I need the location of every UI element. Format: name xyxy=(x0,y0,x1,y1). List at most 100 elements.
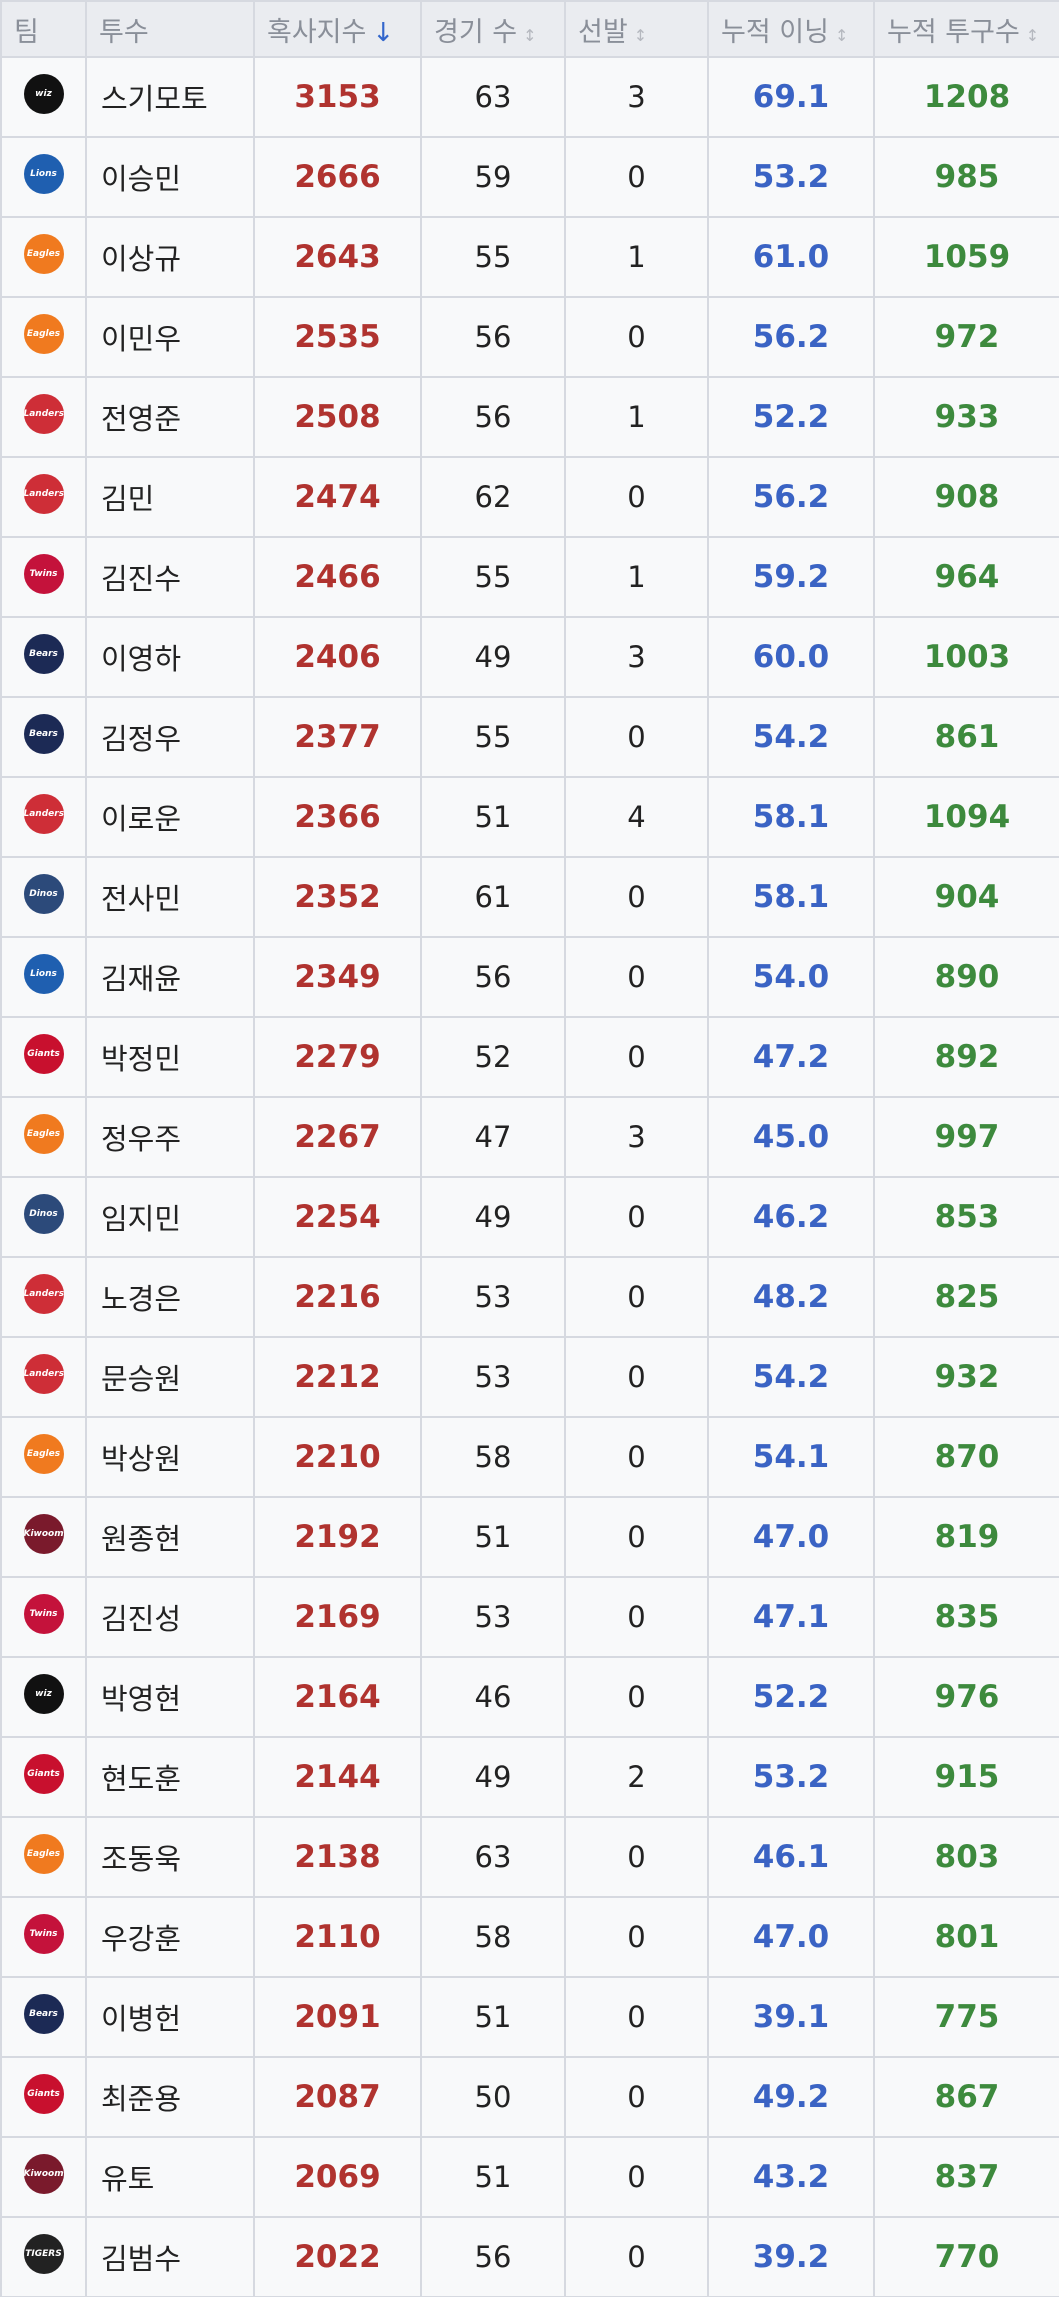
cell: 904 xyxy=(873,856,1059,938)
team-logo: Lions xyxy=(23,153,64,194)
team-logo: Landers xyxy=(23,393,64,434)
cell-text: 55 xyxy=(474,560,512,594)
cell-text: 46.2 xyxy=(752,1199,830,1235)
team-logo: Eagles xyxy=(23,1433,64,1474)
table-row: Landers 김민 2474 62 0 56.2 908 xyxy=(0,456,1059,538)
cell: 58 xyxy=(420,1416,566,1498)
column-header: 팀 xyxy=(0,0,87,58)
cell-text: 51 xyxy=(474,2160,512,2194)
cell: 56 xyxy=(420,296,566,378)
cell: 스기모토 xyxy=(85,56,255,138)
cell: 2254 xyxy=(253,1176,422,1258)
cell-text: 최준용 xyxy=(101,2082,182,2116)
cell-text: 58.1 xyxy=(752,879,830,915)
cell: 56 xyxy=(420,2216,566,2297)
cell: Landers xyxy=(0,456,87,538)
column-header[interactable]: 경기 수 ↕ xyxy=(420,0,566,58)
cell-text: 2377 xyxy=(294,719,381,755)
cell-text: 976 xyxy=(934,1679,1000,1715)
cell: 김정우 xyxy=(85,696,255,778)
table-row: wiz 스기모토 3153 63 3 69.1 1208 xyxy=(0,56,1059,138)
cell: 2349 xyxy=(253,936,422,1018)
cell: Kiwoom xyxy=(0,1496,87,1578)
cell: 0 xyxy=(564,936,709,1018)
cell-text: 2164 xyxy=(294,1679,381,1715)
cell-text: 원종현 xyxy=(101,1522,182,1556)
cell: 867 xyxy=(873,2056,1059,2138)
cell: 2279 xyxy=(253,1016,422,1098)
team-logo: TIGERS xyxy=(23,2233,64,2274)
sort-icon: ↕ xyxy=(523,25,537,45)
cell: 이영하 xyxy=(85,616,255,698)
column-header[interactable]: 누적 이닝 ↕ xyxy=(707,0,875,58)
cell-text: 현도훈 xyxy=(101,1762,182,1796)
table-row: Eagles 조동욱 2138 63 0 46.1 803 xyxy=(0,1816,1059,1898)
cell-text: 55 xyxy=(474,720,512,754)
cell-text: 2666 xyxy=(294,159,381,195)
cell: 2377 xyxy=(253,696,422,778)
column-header[interactable]: 선발 ↕ xyxy=(564,0,709,58)
team-logo: Eagles xyxy=(23,233,64,274)
cell-text: 837 xyxy=(934,2159,1000,2195)
cell: 48.2 xyxy=(707,1256,875,1338)
cell-text: 이로운 xyxy=(101,802,182,836)
table-row: Landers 전영준 2508 56 1 52.2 933 xyxy=(0,376,1059,458)
cell: 55 xyxy=(420,696,566,778)
cell: 2069 xyxy=(253,2136,422,2218)
cell: 2212 xyxy=(253,1336,422,1418)
cell-text: 0 xyxy=(627,1040,646,1074)
cell: 892 xyxy=(873,1016,1059,1098)
column-header[interactable]: 혹사지수 ↓ xyxy=(253,0,422,58)
cell: 47.1 xyxy=(707,1576,875,1658)
cell: 2087 xyxy=(253,2056,422,2138)
cell: 1003 xyxy=(873,616,1059,698)
cell-text: 김범수 xyxy=(101,2242,182,2276)
cell: 52.2 xyxy=(707,1656,875,1738)
cell: Lions xyxy=(0,136,87,218)
cell-text: 835 xyxy=(934,1599,1000,1635)
cell-text: 904 xyxy=(934,879,1000,915)
cell-text: 0 xyxy=(627,960,646,994)
cell: 현도훈 xyxy=(85,1736,255,1818)
cell: 0 xyxy=(564,1416,709,1498)
team-logo: wiz xyxy=(23,73,64,114)
cell-text: 0 xyxy=(627,1680,646,1714)
team-logo: Giants xyxy=(23,1753,64,1794)
cell: 69.1 xyxy=(707,56,875,138)
team-logo: Dinos xyxy=(23,1193,64,1234)
header-label: 선발 xyxy=(578,16,628,48)
cell: 2210 xyxy=(253,1416,422,1498)
cell: 835 xyxy=(873,1576,1059,1658)
cell: 56.2 xyxy=(707,296,875,378)
cell-text: 870 xyxy=(934,1439,1000,1475)
cell-text: 972 xyxy=(934,319,1000,355)
table-row: Dinos 임지민 2254 49 0 46.2 853 xyxy=(0,1176,1059,1258)
cell: 932 xyxy=(873,1336,1059,1418)
cell-text: 김민 xyxy=(101,482,155,516)
cell: 2535 xyxy=(253,296,422,378)
cell: 58.1 xyxy=(707,856,875,938)
cell-text: 우강훈 xyxy=(101,1922,182,1956)
cell: 임지민 xyxy=(85,1176,255,1258)
cell: 박영현 xyxy=(85,1656,255,1738)
cell: 51 xyxy=(420,776,566,858)
cell: 2474 xyxy=(253,456,422,538)
table-row: Lions 김재윤 2349 56 0 54.0 890 xyxy=(0,936,1059,1018)
cell-text: 69.1 xyxy=(752,79,830,115)
column-header[interactable]: 누적 투구수 ↕ xyxy=(873,0,1059,58)
cell: 전영준 xyxy=(85,376,255,458)
cell-text: 유토 xyxy=(101,2162,155,2196)
cell-text: 803 xyxy=(934,1839,1000,1875)
cell: 52.2 xyxy=(707,376,875,458)
cell-text: 0 xyxy=(627,1360,646,1394)
cell-text: 2138 xyxy=(294,1839,381,1875)
cell-text: 853 xyxy=(934,1199,1000,1235)
cell-text: 56 xyxy=(474,320,512,354)
cell: 46.2 xyxy=(707,1176,875,1258)
cell-text: 2087 xyxy=(294,2079,381,2115)
cell: 3 xyxy=(564,616,709,698)
cell: 972 xyxy=(873,296,1059,378)
table-row: wiz 박영현 2164 46 0 52.2 976 xyxy=(0,1656,1059,1738)
cell: 4 xyxy=(564,776,709,858)
